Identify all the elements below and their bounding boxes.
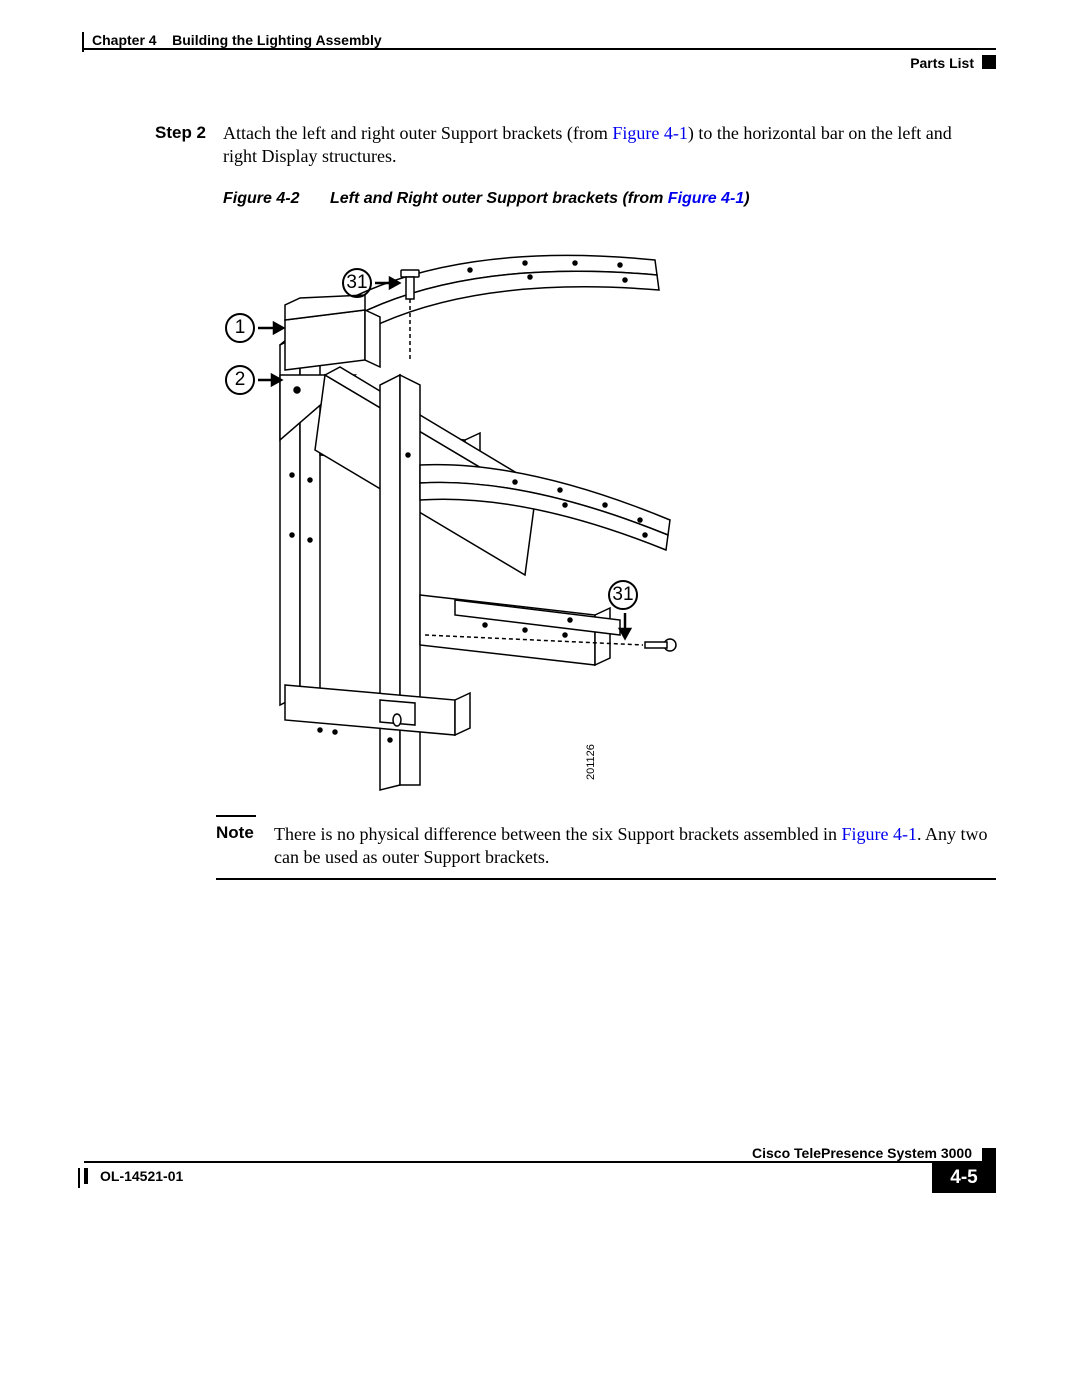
note-rule-bottom bbox=[216, 878, 996, 880]
step-label: Step 2 bbox=[155, 122, 223, 144]
callout-1: 1 bbox=[225, 313, 255, 343]
note-label: Note bbox=[216, 823, 274, 843]
chapter-title: Building the Lighting Assembly bbox=[172, 32, 381, 48]
callout-2: 2 bbox=[225, 365, 255, 395]
running-header-right: Parts List bbox=[910, 55, 974, 71]
figure-diagram: 1 2 31 31 201126 bbox=[225, 225, 685, 785]
step-text: Attach the left and right outer Support … bbox=[223, 122, 983, 169]
page: Chapter 4 Building the Lighting Assembly… bbox=[0, 0, 1080, 1397]
callout-31-top: 31 bbox=[342, 268, 372, 298]
footer-marker-icon bbox=[982, 1148, 996, 1162]
figure-number: Figure 4-2 bbox=[223, 190, 330, 208]
note-block: Note There is no physical difference bet… bbox=[216, 815, 996, 880]
figure-caption-before: Left and Right outer Support brackets (f… bbox=[330, 190, 668, 207]
note-rule-top bbox=[216, 815, 256, 817]
figure-caption-link[interactable]: Figure 4-1 bbox=[668, 190, 744, 207]
figure-link[interactable]: Figure 4-1 bbox=[612, 123, 688, 143]
assembly-svg bbox=[225, 225, 695, 795]
footer-rule bbox=[84, 1161, 996, 1163]
chapter-number: Chapter 4 bbox=[92, 32, 157, 48]
note-text: There is no physical difference between … bbox=[274, 823, 996, 870]
running-header-left: Chapter 4 Building the Lighting Assembly bbox=[92, 32, 382, 48]
step-block: Step 2Attach the left and right outer Su… bbox=[155, 122, 995, 169]
figure-caption-after: ) bbox=[744, 190, 749, 207]
note-link[interactable]: Figure 4-1 bbox=[842, 824, 918, 844]
footer-doc-bar bbox=[84, 1168, 88, 1184]
header-rule bbox=[84, 48, 996, 50]
step-text-before: Attach the left and right outer Support … bbox=[223, 123, 612, 143]
callout-31a-label: 31 bbox=[342, 268, 372, 298]
page-number: 4-5 bbox=[932, 1163, 996, 1193]
callout-2-label: 2 bbox=[225, 365, 255, 395]
footer-product: Cisco TelePresence System 3000 bbox=[752, 1145, 972, 1161]
callout-31b-label: 31 bbox=[608, 580, 638, 610]
header-marker-icon bbox=[982, 55, 996, 69]
figure-caption: Figure 4-2Left and Right outer Support b… bbox=[223, 190, 750, 208]
callout-31-bottom: 31 bbox=[608, 580, 638, 610]
image-id: 201126 bbox=[585, 744, 597, 780]
callout-1-label: 1 bbox=[225, 313, 255, 343]
footer-crop-mark bbox=[78, 1168, 80, 1188]
note-text-before: There is no physical difference between … bbox=[274, 824, 842, 844]
footer-doc-id: OL-14521-01 bbox=[100, 1168, 183, 1184]
